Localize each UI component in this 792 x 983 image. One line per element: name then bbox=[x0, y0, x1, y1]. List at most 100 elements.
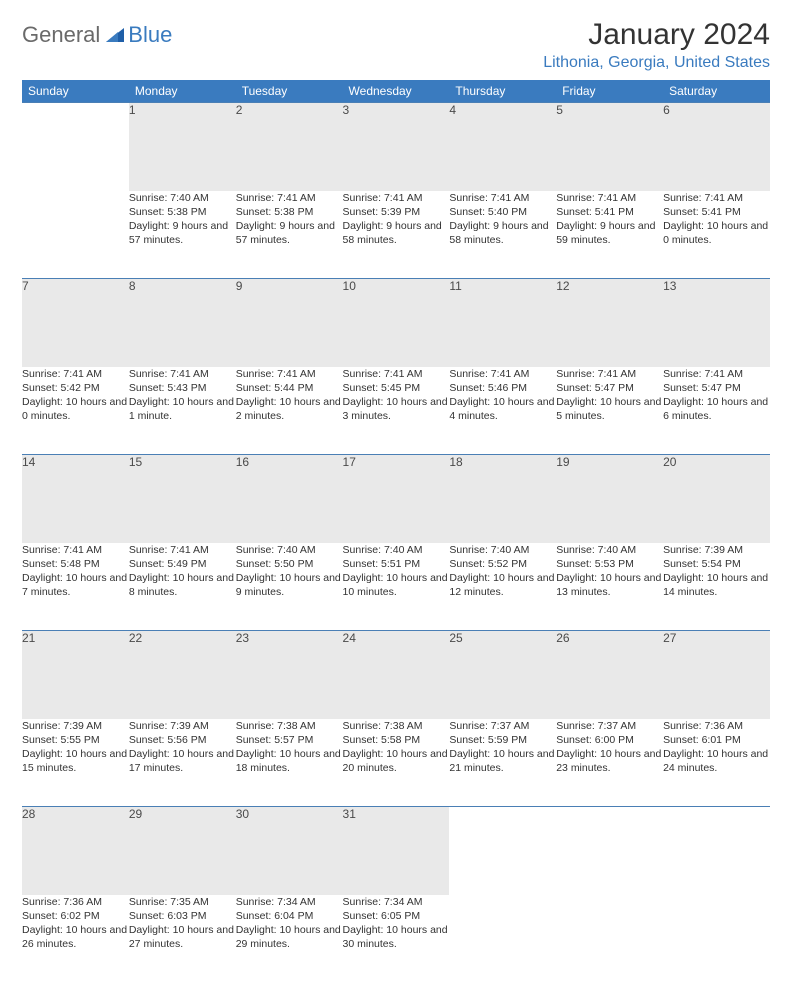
day-detail: Sunrise: 7:41 AMSunset: 5:38 PMDaylight:… bbox=[236, 191, 343, 279]
day-detail: Sunrise: 7:41 AMSunset: 5:41 PMDaylight:… bbox=[556, 191, 663, 279]
daylight-line: Daylight: 10 hours and 10 minutes. bbox=[343, 571, 450, 599]
detail-row: Sunrise: 7:39 AMSunset: 5:55 PMDaylight:… bbox=[22, 719, 770, 807]
day-header: Sunday bbox=[22, 80, 129, 103]
sunset-line: Sunset: 5:41 PM bbox=[663, 205, 770, 219]
sunset-line: Sunset: 6:01 PM bbox=[663, 733, 770, 747]
sunset-line: Sunset: 5:51 PM bbox=[343, 557, 450, 571]
title-block: January 2024 Lithonia, Georgia, United S… bbox=[543, 18, 770, 72]
day-number: 16 bbox=[236, 455, 343, 543]
sunrise-line: Sunrise: 7:41 AM bbox=[22, 543, 129, 557]
daylight-line: Daylight: 10 hours and 12 minutes. bbox=[449, 571, 556, 599]
day-detail: Sunrise: 7:38 AMSunset: 5:57 PMDaylight:… bbox=[236, 719, 343, 807]
sunset-line: Sunset: 5:46 PM bbox=[449, 381, 556, 395]
sunset-line: Sunset: 5:57 PM bbox=[236, 733, 343, 747]
day-header: Friday bbox=[556, 80, 663, 103]
sunrise-line: Sunrise: 7:41 AM bbox=[236, 191, 343, 205]
sunset-line: Sunset: 5:58 PM bbox=[343, 733, 450, 747]
sunset-line: Sunset: 5:53 PM bbox=[556, 557, 663, 571]
day-detail: Sunrise: 7:39 AMSunset: 5:55 PMDaylight:… bbox=[22, 719, 129, 807]
day-detail: Sunrise: 7:36 AMSunset: 6:01 PMDaylight:… bbox=[663, 719, 770, 807]
day-header: Thursday bbox=[449, 80, 556, 103]
logo-sail-icon bbox=[104, 24, 126, 49]
sunset-line: Sunset: 5:56 PM bbox=[129, 733, 236, 747]
daynum-row: 123456 bbox=[22, 103, 770, 191]
daylight-line: Daylight: 9 hours and 59 minutes. bbox=[556, 219, 663, 247]
sunrise-line: Sunrise: 7:41 AM bbox=[236, 367, 343, 381]
day-detail: Sunrise: 7:41 AMSunset: 5:43 PMDaylight:… bbox=[129, 367, 236, 455]
day-detail: Sunrise: 7:38 AMSunset: 5:58 PMDaylight:… bbox=[343, 719, 450, 807]
day-detail: Sunrise: 7:40 AMSunset: 5:51 PMDaylight:… bbox=[343, 543, 450, 631]
day-detail: Sunrise: 7:39 AMSunset: 5:56 PMDaylight:… bbox=[129, 719, 236, 807]
sunrise-line: Sunrise: 7:36 AM bbox=[22, 895, 129, 909]
sunrise-line: Sunrise: 7:36 AM bbox=[663, 719, 770, 733]
page-header: General Blue January 2024 Lithonia, Geor… bbox=[22, 18, 770, 72]
sunrise-line: Sunrise: 7:37 AM bbox=[449, 719, 556, 733]
daynum-row: 21222324252627 bbox=[22, 631, 770, 719]
sunset-line: Sunset: 5:54 PM bbox=[663, 557, 770, 571]
day-detail: Sunrise: 7:41 AMSunset: 5:42 PMDaylight:… bbox=[22, 367, 129, 455]
day-number: 24 bbox=[343, 631, 450, 719]
day-detail: Sunrise: 7:34 AMSunset: 6:04 PMDaylight:… bbox=[236, 895, 343, 983]
sunset-line: Sunset: 5:40 PM bbox=[449, 205, 556, 219]
sunrise-line: Sunrise: 7:41 AM bbox=[343, 191, 450, 205]
daylight-line: Daylight: 9 hours and 57 minutes. bbox=[129, 219, 236, 247]
day-number: 22 bbox=[129, 631, 236, 719]
day-number: 6 bbox=[663, 103, 770, 191]
detail-row: Sunrise: 7:36 AMSunset: 6:02 PMDaylight:… bbox=[22, 895, 770, 983]
empty-cell bbox=[556, 895, 663, 983]
day-number: 8 bbox=[129, 279, 236, 367]
calendar-table: SundayMondayTuesdayWednesdayThursdayFrid… bbox=[22, 80, 770, 983]
sunset-line: Sunset: 5:39 PM bbox=[343, 205, 450, 219]
sunset-line: Sunset: 5:38 PM bbox=[129, 205, 236, 219]
sunrise-line: Sunrise: 7:34 AM bbox=[343, 895, 450, 909]
day-detail: Sunrise: 7:36 AMSunset: 6:02 PMDaylight:… bbox=[22, 895, 129, 983]
sunrise-line: Sunrise: 7:41 AM bbox=[663, 191, 770, 205]
daylight-line: Daylight: 10 hours and 15 minutes. bbox=[22, 747, 129, 775]
daylight-line: Daylight: 10 hours and 7 minutes. bbox=[22, 571, 129, 599]
daylight-line: Daylight: 9 hours and 58 minutes. bbox=[343, 219, 450, 247]
day-number: 29 bbox=[129, 807, 236, 895]
sunrise-line: Sunrise: 7:41 AM bbox=[129, 543, 236, 557]
daylight-line: Daylight: 10 hours and 23 minutes. bbox=[556, 747, 663, 775]
sunset-line: Sunset: 5:48 PM bbox=[22, 557, 129, 571]
sunset-line: Sunset: 5:45 PM bbox=[343, 381, 450, 395]
sunrise-line: Sunrise: 7:38 AM bbox=[236, 719, 343, 733]
day-number: 19 bbox=[556, 455, 663, 543]
sunset-line: Sunset: 5:42 PM bbox=[22, 381, 129, 395]
daylight-line: Daylight: 10 hours and 0 minutes. bbox=[22, 395, 129, 423]
empty-cell bbox=[449, 895, 556, 983]
sunrise-line: Sunrise: 7:41 AM bbox=[556, 367, 663, 381]
day-detail: Sunrise: 7:41 AMSunset: 5:45 PMDaylight:… bbox=[343, 367, 450, 455]
detail-row: Sunrise: 7:40 AMSunset: 5:38 PMDaylight:… bbox=[22, 191, 770, 279]
empty-cell bbox=[663, 895, 770, 983]
logo-text-general: General bbox=[22, 22, 100, 48]
detail-row: Sunrise: 7:41 AMSunset: 5:48 PMDaylight:… bbox=[22, 543, 770, 631]
sunrise-line: Sunrise: 7:41 AM bbox=[556, 191, 663, 205]
day-number: 9 bbox=[236, 279, 343, 367]
daylight-line: Daylight: 10 hours and 20 minutes. bbox=[343, 747, 450, 775]
day-detail: Sunrise: 7:40 AMSunset: 5:50 PMDaylight:… bbox=[236, 543, 343, 631]
day-header: Tuesday bbox=[236, 80, 343, 103]
sunrise-line: Sunrise: 7:41 AM bbox=[129, 367, 236, 381]
day-detail: Sunrise: 7:41 AMSunset: 5:47 PMDaylight:… bbox=[663, 367, 770, 455]
sunset-line: Sunset: 5:59 PM bbox=[449, 733, 556, 747]
sunrise-line: Sunrise: 7:41 AM bbox=[449, 367, 556, 381]
day-header: Monday bbox=[129, 80, 236, 103]
day-detail: Sunrise: 7:41 AMSunset: 5:40 PMDaylight:… bbox=[449, 191, 556, 279]
sunset-line: Sunset: 6:02 PM bbox=[22, 909, 129, 923]
day-detail: Sunrise: 7:40 AMSunset: 5:53 PMDaylight:… bbox=[556, 543, 663, 631]
empty-cell bbox=[556, 807, 663, 895]
daylight-line: Daylight: 10 hours and 0 minutes. bbox=[663, 219, 770, 247]
day-number: 30 bbox=[236, 807, 343, 895]
day-header: Saturday bbox=[663, 80, 770, 103]
daynum-row: 28293031 bbox=[22, 807, 770, 895]
day-number: 18 bbox=[449, 455, 556, 543]
daylight-line: Daylight: 10 hours and 5 minutes. bbox=[556, 395, 663, 423]
logo: General Blue bbox=[22, 18, 172, 48]
day-number: 20 bbox=[663, 455, 770, 543]
daylight-line: Daylight: 10 hours and 26 minutes. bbox=[22, 923, 129, 951]
sunset-line: Sunset: 6:05 PM bbox=[343, 909, 450, 923]
sunrise-line: Sunrise: 7:41 AM bbox=[449, 191, 556, 205]
sunrise-line: Sunrise: 7:40 AM bbox=[236, 543, 343, 557]
sunset-line: Sunset: 5:47 PM bbox=[556, 381, 663, 395]
